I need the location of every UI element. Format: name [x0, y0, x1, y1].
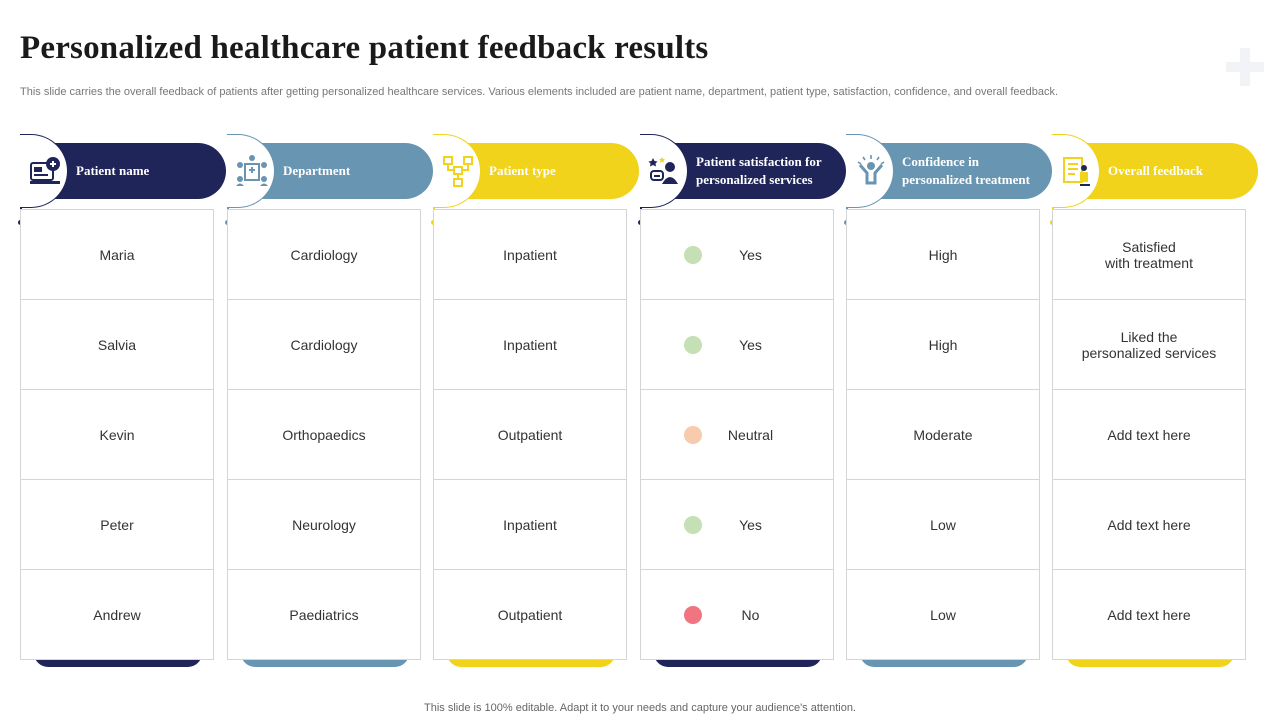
satisfaction-label: Yes	[739, 336, 762, 353]
table-cell: Outpatient	[434, 570, 626, 660]
table-cell: Yes	[641, 300, 833, 390]
patient-record-icon	[20, 134, 68, 208]
column-overall-feedback: Overall feedback Satisfied with treatment…	[1050, 133, 1258, 673]
table-cell: Satisfied with treatment	[1053, 210, 1245, 300]
table-cell: Neurology	[228, 480, 420, 570]
table-cell: Inpatient	[434, 210, 626, 300]
status-dot-icon	[684, 425, 702, 444]
table-cell: Moderate	[847, 390, 1039, 480]
table-cell: Salvia	[21, 300, 213, 390]
cell-text: Orthopaedics	[282, 426, 366, 443]
column-header-label: Patient satisfaction for personalized se…	[696, 154, 822, 187]
satisfaction-status: Yes	[641, 515, 833, 534]
column-header-label: Patient type	[489, 163, 556, 178]
satisfaction-status: No	[641, 606, 833, 624]
table-cell: Orthopaedics	[228, 390, 420, 480]
table-cell: Liked the personalized services	[1053, 300, 1245, 390]
slide-subtitle: This slide carries the overall feedback …	[20, 86, 1059, 98]
table-cell: Low	[847, 570, 1039, 660]
cell-text: Outpatient	[497, 426, 563, 443]
cell-text: Add text here	[1107, 607, 1191, 623]
table-cell: Add text here	[1053, 570, 1245, 660]
table-cell: Add text here	[1053, 480, 1245, 570]
slide-footer: This slide is 100% editable. Adapt it to…	[424, 702, 856, 714]
table-cell: Cardiology	[228, 300, 420, 390]
column-cells: High High Moderate Low Low	[846, 209, 1040, 660]
cell-text: Low	[930, 607, 956, 623]
table-cell: Neutral	[641, 390, 833, 480]
column-patient-type: Patient type Inpatient Inpatient Outpatient…	[431, 133, 639, 673]
column-header-label: Confidence in personalized treatment	[902, 154, 1030, 187]
cell-text: High	[928, 336, 958, 353]
table-cell: Yes	[641, 480, 833, 570]
status-dot-icon	[684, 245, 702, 264]
table-cell: Low	[847, 480, 1039, 570]
cell-text: Kevin	[99, 426, 135, 443]
table-cell: High	[847, 210, 1039, 300]
table-cell: No	[641, 570, 833, 660]
cell-text: Low	[930, 516, 956, 533]
column-header-label: Overall feedback	[1108, 163, 1203, 178]
table-cell: Kevin	[21, 390, 213, 480]
cell-text: Cardiology	[290, 246, 358, 263]
table-cell: Cardiology	[228, 210, 420, 300]
cell-text: Neurology	[292, 516, 356, 533]
cell-text: Outpatient	[497, 607, 563, 623]
table-cell: Yes	[641, 210, 833, 300]
column-cells: Satisfied with treatment Liked the person…	[1052, 209, 1246, 660]
table-cell: High	[847, 300, 1039, 390]
satisfaction-label: No	[741, 607, 760, 623]
cell-text: Maria	[99, 246, 135, 263]
cell-text: Add text here	[1107, 516, 1191, 533]
cell-text: High	[928, 246, 958, 263]
column-cells: Inpatient Inpatient Outpatient Inpatient Out…	[433, 209, 627, 660]
cell-text: Peter	[100, 516, 134, 533]
table-cell: Outpatient	[434, 390, 626, 480]
status-dot-icon	[684, 515, 702, 534]
cell-text: Satisfied with treatment	[1105, 238, 1193, 271]
satisfaction-label: Neutral	[727, 426, 774, 443]
column-patient-name: Patient name Maria Salvia Kevin Peter Andrew	[18, 133, 226, 673]
column-cells: Cardiology Cardiology Orthopaedics Neurolog…	[227, 209, 421, 660]
column-cells: Yes Yes Neutral Yes No	[640, 209, 834, 660]
column-patient-satisfaction-for-personalized-services: Patient satisfaction for personalized se…	[638, 133, 846, 673]
satisfaction-status: Yes	[641, 245, 833, 264]
table-cell: Maria	[21, 210, 213, 300]
column-header-label: Patient name	[76, 163, 150, 178]
watermark-logo-icon	[1222, 44, 1268, 90]
table-cell: Inpatient	[434, 300, 626, 390]
satisfaction-label: Yes	[739, 516, 762, 533]
column-cells: Maria Salvia Kevin Peter Andrew	[20, 209, 214, 660]
satisfaction-label: Yes	[739, 246, 762, 263]
cell-text: Inpatient	[503, 336, 557, 353]
cell-text: Andrew	[93, 607, 141, 623]
cell-text: Inpatient	[503, 246, 557, 263]
cell-text: Paediatrics	[289, 607, 359, 623]
satisfaction-status: Yes	[641, 335, 833, 354]
table-cell: Andrew	[21, 570, 213, 660]
cell-text: Cardiology	[290, 336, 358, 353]
column-confidence-in-personalized-treatment: Confidence in personalized treatment High…	[844, 133, 1052, 673]
slide-title: Personalized healthcare patient feedback…	[20, 30, 709, 66]
cell-text: Inpatient	[503, 516, 557, 533]
cell-text: Salvia	[97, 336, 137, 353]
satisfaction-status: Neutral	[641, 425, 833, 444]
cell-text: Moderate	[913, 426, 973, 443]
status-dot-icon	[684, 606, 702, 624]
table-cell: Add text here	[1053, 390, 1245, 480]
table-cell: Inpatient	[434, 480, 626, 570]
table-cell: Peter	[21, 480, 213, 570]
column-department: Department Cardiology Cardiology Orthopaedi…	[225, 133, 433, 673]
table-cell: Paediatrics	[228, 570, 420, 660]
column-header-label: Department	[283, 163, 351, 178]
cell-text: Add text here	[1107, 426, 1191, 443]
cell-text: Liked the personalized services	[1081, 328, 1217, 361]
status-dot-icon	[684, 335, 702, 354]
